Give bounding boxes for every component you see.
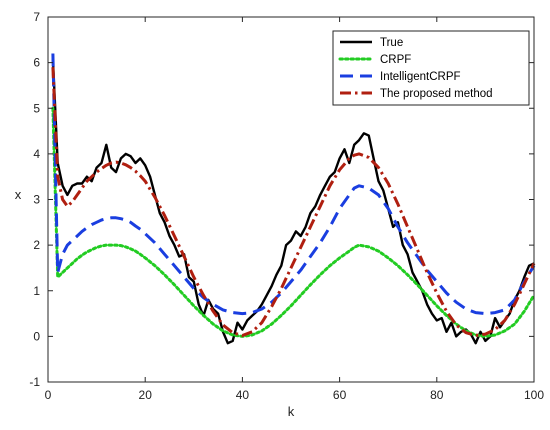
tick-layer: 0 20 40 60 80 100 -1 0 1 2 3 4 5 6 7 — [29, 10, 544, 402]
series-line-0 — [51, 58, 535, 345]
y-tick-label: 7 — [33, 10, 40, 24]
x-tick-label: 20 — [139, 388, 153, 402]
x-axis-label: k — [288, 404, 295, 419]
legend-label-0: True — [380, 37, 403, 49]
y-tick-label: 1 — [33, 284, 40, 298]
x-tick-label: 80 — [430, 388, 444, 402]
y-tick-label: 0 — [33, 329, 40, 343]
x-tick-label: 100 — [524, 388, 544, 402]
series-line-2 — [51, 53, 536, 316]
y-axis-label: x — [15, 187, 22, 202]
y-tick-label: 2 — [33, 238, 40, 252]
series-line-1 — [51, 106, 536, 338]
legend-label-2: IntelligentCRPF — [380, 71, 461, 83]
y-tick-label: -1 — [29, 375, 40, 389]
legend-label-3: The proposed method — [380, 88, 493, 100]
y-tick-label: 6 — [33, 56, 40, 70]
legend: True CRPF IntelligentCRPF The proposed meth… — [332, 30, 530, 106]
x-tick-label: 0 — [45, 388, 52, 402]
series-layer — [51, 53, 536, 345]
y-tick-label: 4 — [33, 147, 40, 161]
y-tick-label: 3 — [33, 193, 40, 207]
x-tick-label: 60 — [333, 388, 347, 402]
y-tick-label: 5 — [33, 101, 40, 115]
x-tick-label: 40 — [236, 388, 250, 402]
legend-label-1: CRPF — [380, 54, 411, 66]
